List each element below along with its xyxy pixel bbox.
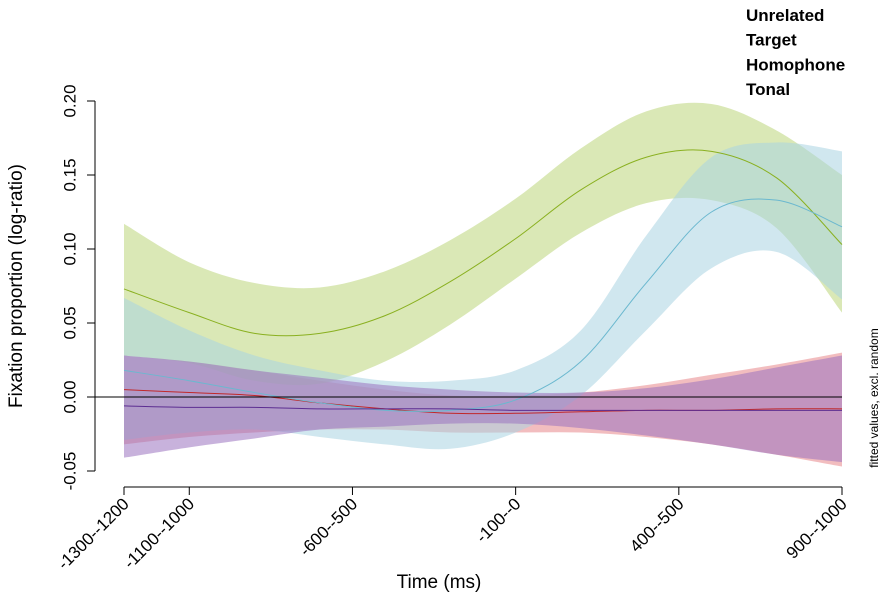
legend-entry: Unrelated <box>746 6 824 25</box>
fitted-line <box>123 405 842 411</box>
y-tick-label: 0.20 <box>60 84 79 117</box>
fitted-line <box>123 149 843 337</box>
legend-entry: Homophone <box>746 55 845 74</box>
side-note: fitted values, excl. random <box>867 328 881 467</box>
legend-entry: Target <box>746 31 797 50</box>
y-tick-label: 0.10 <box>60 232 79 265</box>
x-tick-label: -600--500 <box>296 494 362 560</box>
x-tick-label: -1100--1000 <box>120 494 198 572</box>
confidence-band <box>124 102 842 386</box>
y-axis-label: Fixation proportion (log-ratio) <box>6 164 27 408</box>
confidence-band <box>124 142 842 450</box>
legend-entry: Tonal <box>746 80 790 99</box>
y-tick-label: 0.00 <box>60 380 79 413</box>
confidence-band <box>124 355 842 463</box>
x-tick-label: -1300--1200 <box>54 494 133 573</box>
fitted-line <box>123 198 843 412</box>
x-tick-label: -100--0 <box>472 494 524 546</box>
y-tick-label: 0.05 <box>60 306 79 339</box>
y-tick-label: 0.15 <box>60 158 79 191</box>
x-tick-label: 400--500 <box>626 494 688 556</box>
x-tick-label: 900--1000 <box>783 494 851 562</box>
y-tick-label: -0.05 <box>60 452 79 491</box>
x-axis-label: Time (ms) <box>397 572 482 593</box>
